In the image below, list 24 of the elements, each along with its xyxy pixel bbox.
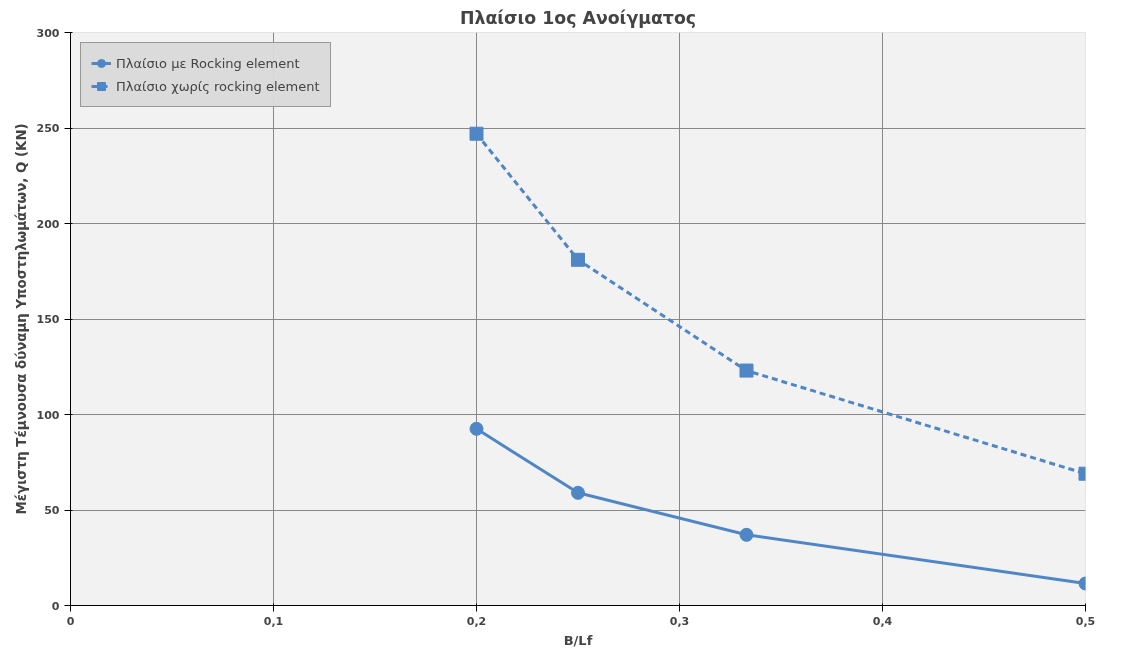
point [739, 527, 754, 542]
x-tick-label: 0,5 [1075, 614, 1096, 628]
y-tick-label: 0 [51, 599, 60, 613]
chart-title: Πλαίσιο 1ος Ανοίγματος [459, 7, 697, 28]
y-tick-label: 150 [36, 313, 60, 326]
x-tick-label: 0,3 [669, 614, 690, 628]
y-tick-label: 100 [36, 408, 60, 422]
x-tick-label: 0,2 [466, 614, 487, 628]
point [469, 126, 484, 141]
point [739, 363, 754, 378]
y-tick-label: 200 [36, 217, 60, 231]
legend-label: Πλαίσιο με Rocking element [116, 55, 300, 71]
point [571, 485, 585, 500]
y-tick-label: 300 [36, 26, 60, 40]
legend-label: Πλαίσιο χωρίς rocking element [116, 78, 320, 94]
x-tick-label: 0,1 [263, 614, 284, 628]
x-tick-label: 0,4 [872, 614, 893, 628]
y-tick-label: 50 [44, 504, 60, 517]
y-axis-title: Μέγιστη Τέμνουσα δύναμη Υποστηλωμάτων, Q (KN) [13, 123, 29, 515]
x-tick-label: 0 [66, 614, 75, 628]
x-axis-title: B/Lf [563, 632, 593, 648]
y-tick-label: 250 [36, 122, 60, 135]
point [469, 421, 484, 436]
point [571, 252, 585, 267]
